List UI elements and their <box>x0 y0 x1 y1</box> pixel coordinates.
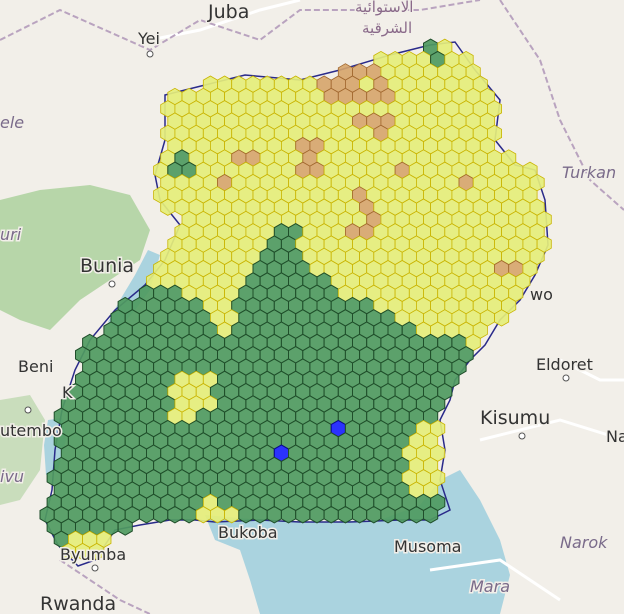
hex-cell-green[interactable] <box>167 505 183 524</box>
hex-cell-green[interactable] <box>280 505 297 524</box>
hex-cell-green[interactable] <box>117 518 133 536</box>
hex-cell-yellow[interactable] <box>60 542 76 561</box>
forest-area <box>0 395 45 505</box>
hex-cell-yellow[interactable] <box>75 542 91 561</box>
hex-cell-yellow[interactable] <box>210 506 225 524</box>
hex-cell-green[interactable] <box>309 505 325 524</box>
hex-cell-yellow[interactable] <box>224 506 240 524</box>
hex-cell-yellow[interactable] <box>494 309 510 327</box>
forest-area <box>0 185 150 330</box>
hex-cell-green[interactable] <box>181 505 197 524</box>
hex-cell-green[interactable] <box>352 505 368 524</box>
hex-cell-green[interactable] <box>238 505 254 524</box>
hex-cell-green[interactable] <box>423 505 439 524</box>
hex-cell-yellow[interactable] <box>89 542 105 561</box>
hex-cell-green[interactable] <box>408 505 424 524</box>
hex-cell-green[interactable] <box>394 505 410 524</box>
hex-cell-green[interactable] <box>295 505 311 524</box>
hex-cell-green[interactable] <box>337 505 353 524</box>
hex-cell-green[interactable] <box>153 505 169 524</box>
hex-cell-yellow[interactable] <box>195 506 211 524</box>
hex-cell-green[interactable] <box>138 505 155 524</box>
hex-cell-green[interactable] <box>323 505 339 524</box>
hex-cell-green[interactable] <box>366 505 382 524</box>
hex-cell-green[interactable] <box>380 505 396 524</box>
hex-cell-green[interactable] <box>266 505 282 524</box>
hex-cell-yellow[interactable] <box>160 198 176 216</box>
hex-cell-green[interactable] <box>252 505 268 524</box>
